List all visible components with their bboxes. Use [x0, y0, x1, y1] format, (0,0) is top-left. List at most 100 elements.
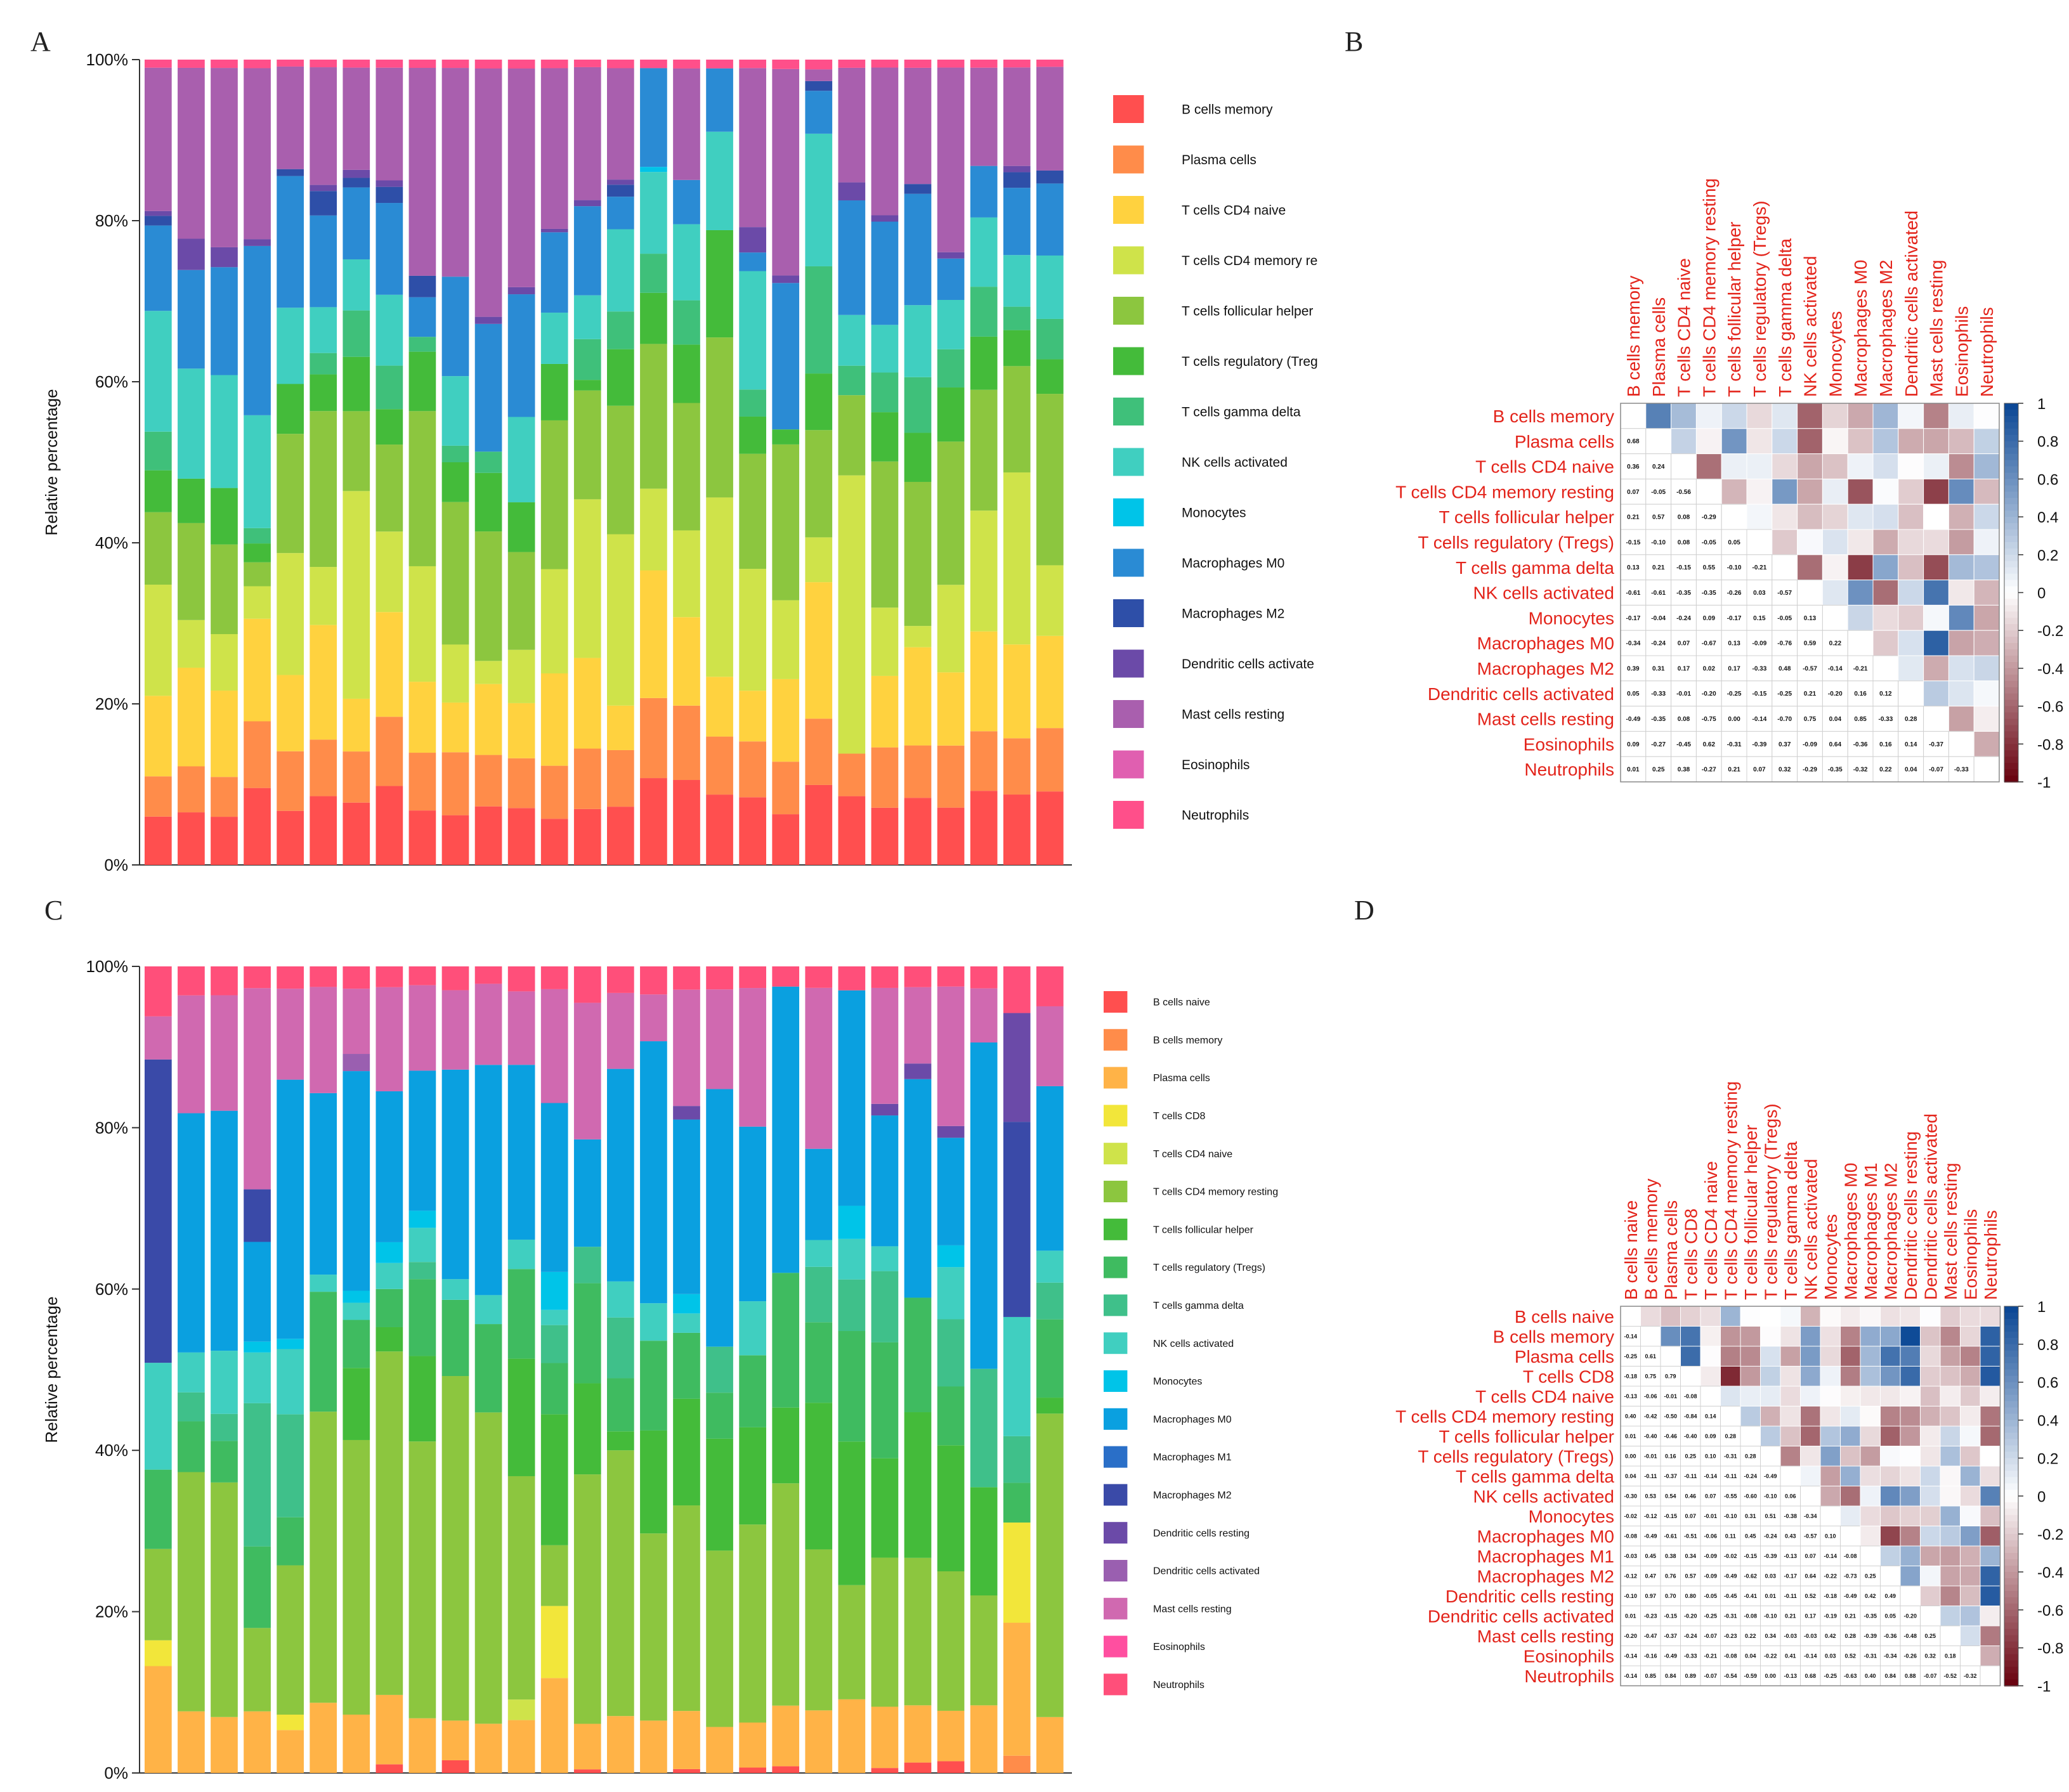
bar-segment	[375, 1091, 403, 1242]
heat-value-cell	[1645, 503, 1672, 530]
colorbar-segment	[2004, 1477, 2018, 1484]
col-label: Plasma cells	[1661, 1200, 1681, 1300]
heat-value-cell	[1772, 756, 1798, 782]
heat-value-cell	[1800, 1545, 1821, 1566]
heat-value: -0.60	[1744, 1493, 1757, 1499]
bar-segment	[937, 252, 965, 259]
heat-value: 0.14	[1705, 1413, 1716, 1419]
heat-cell	[1920, 1425, 1941, 1446]
colorbar-tick-label: 0.2	[2037, 547, 2058, 564]
heat-cell	[1760, 1326, 1781, 1347]
heat-value: -0.04	[1651, 615, 1666, 622]
legend-swatch	[1104, 1332, 1128, 1354]
heat-value-cell	[1721, 630, 1747, 656]
bar-segment	[1003, 67, 1031, 166]
heat-value: -0.61	[1651, 590, 1666, 597]
bar-segment	[1003, 1436, 1031, 1483]
colorbar-segment	[2004, 1673, 2018, 1680]
heat-value: -0.46	[1664, 1433, 1677, 1439]
bar-segment	[706, 1550, 733, 1727]
colorbar-segment	[2004, 453, 2018, 461]
bar-segment	[441, 502, 469, 645]
heat-value-cell	[1620, 1465, 1641, 1486]
heat-value: 0.17	[1728, 665, 1740, 672]
heat-value: 0.54	[1665, 1493, 1676, 1499]
bar-segment	[805, 266, 833, 374]
heat-value-cell	[1780, 1526, 1801, 1547]
heat-value: -0.32	[1853, 767, 1868, 774]
heat-value-cell	[1640, 1606, 1661, 1626]
bar-segment	[706, 1393, 733, 1439]
bar-segment	[408, 753, 436, 811]
bar-segment	[178, 1113, 205, 1353]
bar-segment	[607, 1378, 634, 1432]
col-label: T cells gamma delta	[1781, 1141, 1801, 1300]
bar-segment	[573, 1139, 601, 1247]
heat-value: -0.57	[1804, 1533, 1817, 1539]
heat-cell	[1920, 1406, 1941, 1427]
heat-value: -0.14	[1824, 1553, 1837, 1559]
heat-value: -0.35	[1863, 1613, 1877, 1619]
bar-segment	[343, 1439, 370, 1715]
col-label: Mast cells resting	[1927, 260, 1947, 397]
heat-value: 0.55	[1703, 564, 1716, 571]
bar-segment	[375, 987, 403, 1091]
bar-segment	[1036, 791, 1064, 865]
heat-value-cell	[1645, 604, 1672, 631]
heat-value-cell	[1620, 1585, 1641, 1606]
heat-cell	[1860, 1486, 1881, 1507]
bar-segment	[573, 499, 601, 658]
colorbar-segment	[2004, 1597, 2018, 1604]
heat-cell	[1980, 1326, 2000, 1347]
heat-value: -0.01	[1644, 1453, 1657, 1459]
bar-segment	[739, 1126, 766, 1302]
heat-diag-cell	[1948, 730, 1974, 757]
col-label: Plasma cells	[1649, 297, 1669, 397]
bar-segment	[310, 739, 337, 796]
bar-segment	[343, 1368, 370, 1440]
heat-cell	[1822, 403, 1848, 429]
heat-value: -0.49	[1724, 1573, 1737, 1579]
bar-segment	[573, 1724, 601, 1770]
bar-segment	[1036, 1282, 1064, 1320]
heat-cell	[1960, 1505, 1981, 1526]
panel-a-bars	[132, 59, 1072, 866]
heat-value: -0.55	[1724, 1493, 1737, 1499]
bar-segment	[1003, 366, 1031, 473]
bar-segment	[970, 60, 998, 68]
heat-value: -0.08	[1844, 1553, 1857, 1559]
bar-segment	[805, 1403, 833, 1550]
heat-value: 0.07	[1753, 767, 1766, 774]
colorbar-segment	[2004, 605, 2018, 613]
heat-value: -0.15	[1626, 539, 1641, 546]
heat-cell	[1923, 529, 1949, 555]
bar-segment	[1003, 1623, 1031, 1756]
bar-segment	[310, 1093, 337, 1275]
heat-diag-cell	[1780, 1465, 1801, 1486]
heat-value-cell	[1640, 1486, 1661, 1507]
heat-value-cell	[1772, 680, 1798, 707]
bar-segment	[838, 200, 866, 315]
bar-segment	[408, 985, 436, 1071]
bar-segment	[805, 537, 833, 583]
bar-segment	[1036, 1250, 1064, 1283]
bar-segment	[211, 68, 238, 247]
bar-segment	[640, 68, 667, 167]
heat-cell	[1960, 1406, 1981, 1427]
colorbar-segment	[2004, 737, 2018, 745]
colorbar-segment	[2004, 428, 2018, 436]
bar-segment	[573, 1247, 601, 1283]
row-label: T cells gamma delta	[1456, 558, 1614, 578]
bar-segment	[441, 462, 469, 502]
bar-segment	[739, 797, 766, 865]
heat-value: -0.49	[1644, 1533, 1657, 1539]
bar-segment	[1003, 172, 1031, 188]
heat-value: -0.13	[1784, 1673, 1797, 1679]
heat-value-cell	[1746, 680, 1773, 707]
colorbar-segment	[2004, 510, 2018, 518]
bar-segment	[1003, 1316, 1031, 1436]
heat-value: 0.11	[1725, 1533, 1736, 1539]
bar-segment	[540, 569, 568, 674]
bar-segment	[178, 667, 205, 767]
